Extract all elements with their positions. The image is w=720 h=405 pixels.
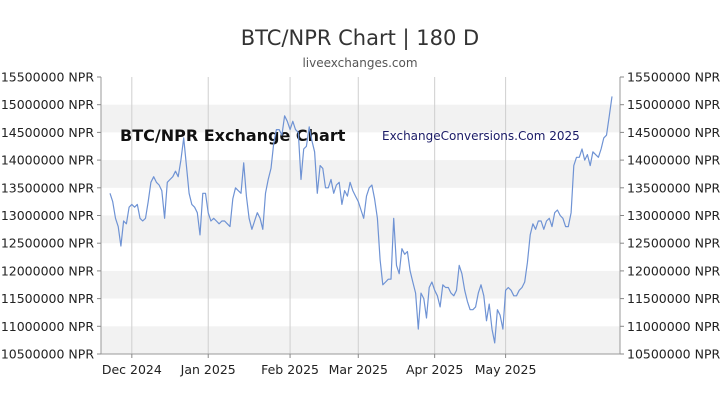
y-tick-label-left: 15500000 NPR — [1, 70, 94, 85]
x-tick-label: Apr 2025 — [406, 362, 463, 377]
y-tick-label-right: 12500000 NPR — [627, 236, 720, 251]
x-tick-labels: Dec 2024 Jan 2025 Feb 2025 Mar 2025 Apr 2025… — [102, 354, 537, 377]
y-tick-label-right: 14500000 NPR — [627, 125, 720, 140]
y-tick-label-right: 11500000 NPR — [627, 291, 720, 306]
y-tick-label-left: 12000000 NPR — [1, 263, 94, 278]
x-tick-label: Jan 2025 — [180, 362, 236, 377]
y-tick-label-left: 13000000 NPR — [1, 208, 94, 223]
chart-subtitle: liveexchanges.com — [302, 56, 418, 70]
y-tick-label-left: 13500000 NPR — [1, 180, 94, 195]
background-bands — [101, 104, 620, 354]
y-tick-label-left: 11000000 NPR — [1, 319, 94, 334]
grid-band — [101, 326, 620, 354]
y-tick-label-right: 12000000 NPR — [627, 263, 720, 278]
grid-band — [101, 270, 620, 299]
y-tick-label-right: 11000000 NPR — [627, 319, 720, 334]
y-tick-label-right: 15000000 NPR — [627, 97, 720, 112]
x-tick-label: Dec 2024 — [102, 362, 162, 377]
y-tick-label-left: 10500000 NPR — [1, 347, 94, 362]
y-tick-label-left: 15000000 NPR — [1, 97, 94, 112]
vertical-gridlines — [131, 77, 507, 354]
x-tick-label: May 2025 — [475, 362, 537, 377]
y-tick-label-left: 14500000 NPR — [1, 125, 94, 140]
y-tick-label-left: 14000000 NPR — [1, 153, 94, 168]
x-tick-label: Mar 2025 — [329, 362, 388, 377]
series-line — [109, 96, 613, 344]
grid-band — [101, 104, 620, 133]
watermark-right: ExchangeConversions.Com 2025 — [382, 129, 580, 143]
series-group — [109, 96, 613, 344]
y-tick-label-left: 12500000 NPR — [1, 236, 94, 251]
y-tick-label-right: 13000000 NPR — [627, 208, 720, 223]
y-tick-label-right: 10500000 NPR — [627, 347, 720, 362]
y-tick-label-right: 14000000 NPR — [627, 153, 720, 168]
y-tick-label-right: 15500000 NPR — [627, 70, 720, 85]
y-tick-labels: 10500000 NPR 10500000 NPR 11000000 NPR 1100… — [1, 70, 720, 362]
y-tick-label-right: 13500000 NPR — [627, 180, 720, 195]
chart-title: BTC/NPR Chart | 180 D — [240, 26, 480, 50]
watermark-left: BTC/NPR Exchange Chart — [120, 126, 346, 145]
grid-band — [101, 215, 620, 244]
x-tick-label: Feb 2025 — [261, 362, 319, 377]
y-tick-label-left: 11500000 NPR — [1, 291, 94, 306]
